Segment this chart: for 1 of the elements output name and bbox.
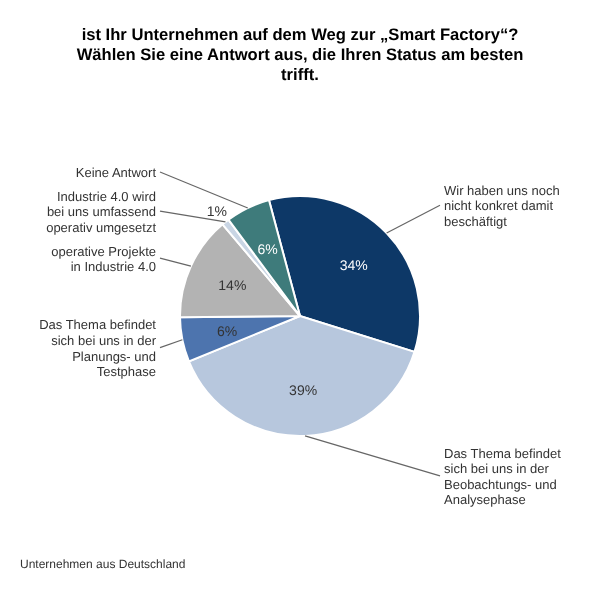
- chart-title: ist Ihr Unternehmen auf dem Weg zur „Smart Factory“? Wählen Sie eine Antwort aus, die Ihren Status am besten trifft.: [76, 24, 524, 84]
